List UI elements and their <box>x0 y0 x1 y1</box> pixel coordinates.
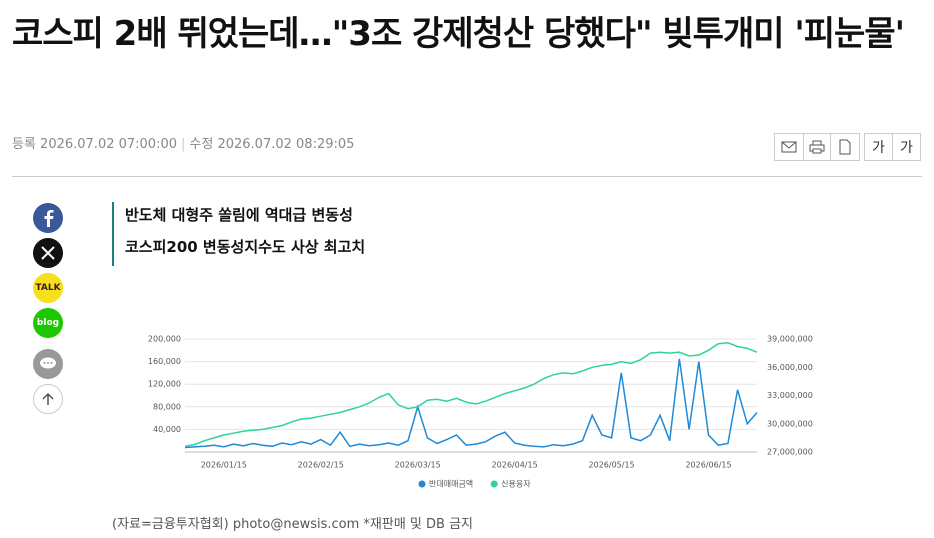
modified-date: 수정 2026.07.02 08:29:05 <box>189 137 355 152</box>
y-tick-label: 40,000 <box>153 425 181 434</box>
x-tick-label: 2026/04/15 <box>492 461 538 470</box>
y-tick-label: 160,000 <box>148 357 181 366</box>
y-tick-label: 80,000 <box>153 402 181 411</box>
facebook-share[interactable] <box>33 203 63 233</box>
headline: 코스피 2배 뛰었는데…"3조 강제청산 당했다" 빚투개미 '피눈물' <box>12 14 905 54</box>
comment-button[interactable] <box>33 349 63 379</box>
x-tick-label: 2026/05/15 <box>589 461 635 470</box>
y2-tick-label: 36,000,000 <box>767 363 813 372</box>
subheads: 반도체 대형주 쏠림에 역대급 변동성 코스피200 변동성지수도 사상 최고치 <box>112 202 365 266</box>
subhead: 반도체 대형주 쏠림에 역대급 변동성 <box>125 206 353 224</box>
email-button[interactable] <box>774 133 804 161</box>
top-button[interactable] <box>33 384 63 414</box>
registered-date: 등록 2026.07.02 07:00:00 <box>12 137 178 152</box>
divider <box>12 176 922 177</box>
y2-tick-label: 33,000,000 <box>767 391 813 400</box>
legend-marker <box>490 480 498 488</box>
y-tick-label: 120,000 <box>148 380 181 389</box>
data-line <box>184 358 758 449</box>
legend-marker <box>418 480 426 488</box>
font-up-button[interactable]: 가 <box>892 133 921 161</box>
y-tick-label: 200,000 <box>148 335 181 344</box>
data-line <box>184 342 758 448</box>
legend-label: 반대매매금액 <box>429 479 473 489</box>
y2-tick-label: 30,000,000 <box>767 419 813 428</box>
pdf-button[interactable] <box>830 133 860 161</box>
font-down-button[interactable]: 가 <box>864 133 893 161</box>
legend-label: 신용융자 <box>501 480 531 489</box>
article-meta: 등록 2026.07.02 07:00:00 | 수정 2026.07.02 08:… <box>12 137 355 152</box>
y2-tick-label: 27,000,000 <box>767 448 813 457</box>
kakao-share[interactable]: TALK <box>33 273 63 303</box>
x-tick-label: 2026/01/15 <box>201 461 247 470</box>
subhead: 코스피200 변동성지수도 사상 최고치 <box>125 238 366 256</box>
x-tick-label: 2026/02/15 <box>298 461 344 470</box>
blog-share[interactable]: blog <box>33 308 63 338</box>
photo-caption: (자료=금융투자협회) photo@newsis.com *재판매 및 DB 금… <box>112 517 473 532</box>
x-tick-label: 2026/03/15 <box>395 461 441 470</box>
x-share[interactable] <box>33 238 63 268</box>
x-tick-label: 2026/06/15 <box>685 461 731 470</box>
print-button[interactable] <box>803 133 831 161</box>
chart: 40,000 80,000 120,000 160,000 200,000 27,000,… <box>148 335 813 489</box>
y2-tick-label: 39,000,000 <box>767 335 813 344</box>
